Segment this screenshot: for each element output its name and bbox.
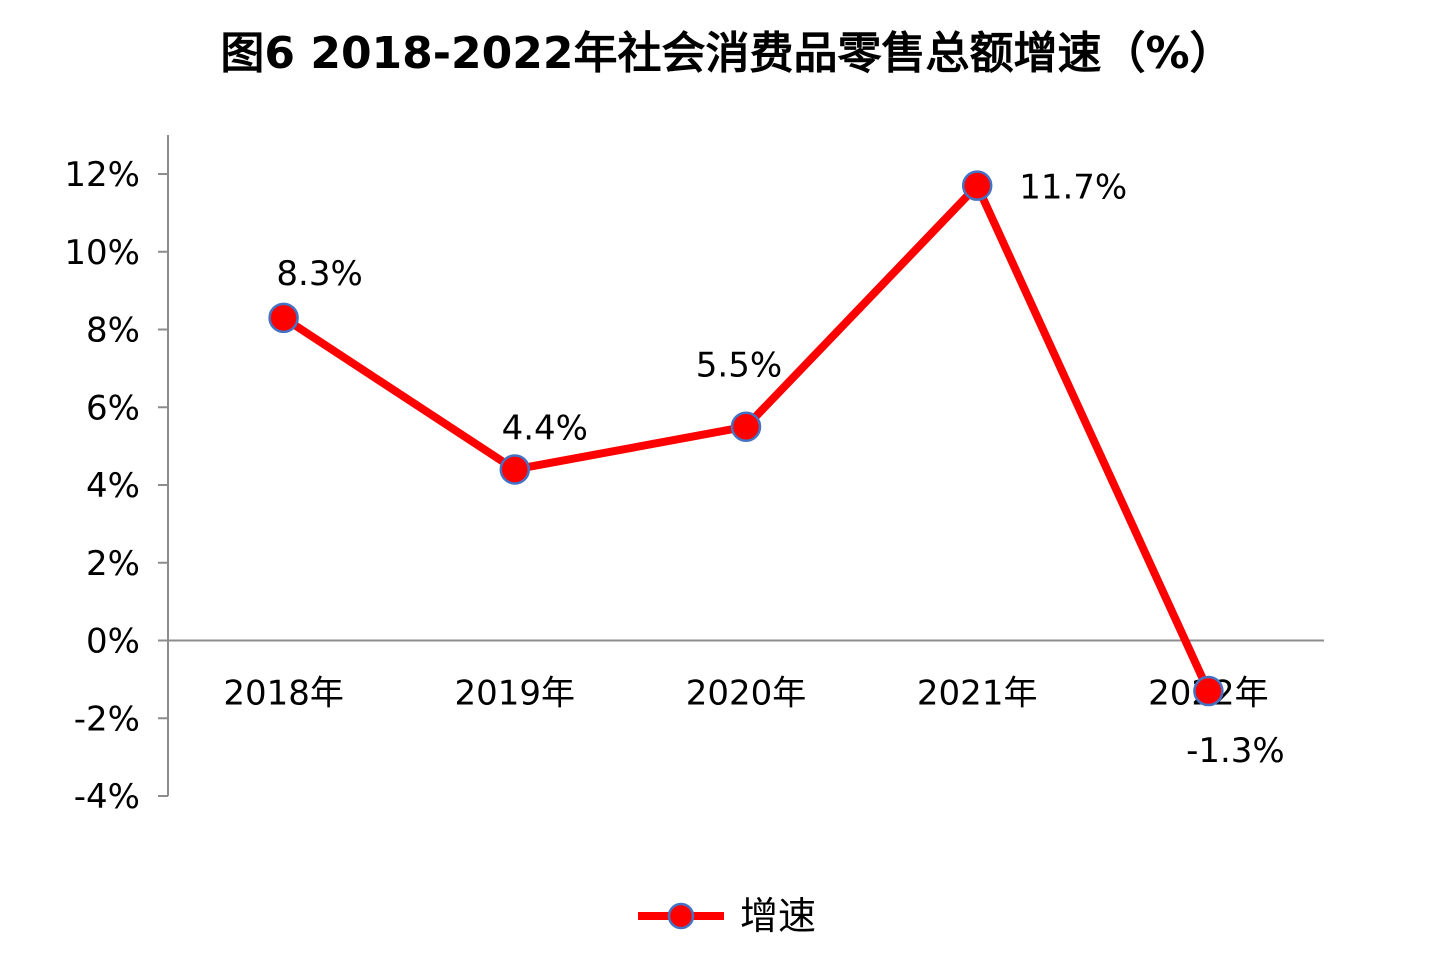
y-tick-label: 6% [86, 388, 140, 428]
y-tick-label: 8% [86, 311, 140, 351]
data-label: -1.3% [1186, 731, 1285, 771]
data-point [961, 170, 993, 201]
y-tick-label: 4% [86, 466, 140, 506]
legend-marker-swatch [667, 902, 695, 930]
x-tick-label: 2020年 [686, 674, 807, 714]
data-label: 11.7% [1019, 168, 1127, 208]
x-tick-label: 2021年 [917, 674, 1038, 714]
y-tick-label: 10% [64, 233, 140, 273]
legend-label: 增速 [740, 894, 816, 938]
data-point [268, 302, 299, 334]
chart-title: 图6 2018-2022年社会消费品零售总额增速（%） [220, 28, 1233, 79]
y-tick-label: 2% [86, 544, 140, 584]
data-point [730, 411, 762, 442]
legend: 增速 [638, 894, 816, 938]
data-label: 5.5% [696, 346, 782, 386]
x-tick-label: 2019年 [455, 674, 576, 714]
data-label: 4.4% [502, 408, 588, 448]
data-point [499, 454, 531, 485]
y-tick-label: 0% [86, 622, 140, 662]
data-point [1193, 675, 1224, 707]
data-label: 8.3% [276, 254, 362, 294]
x-tick-label: 2018年 [223, 674, 344, 714]
y-tick-label: -4% [74, 777, 140, 817]
y-tick-label: 12% [64, 155, 140, 195]
y-tick-label: -2% [74, 699, 140, 739]
